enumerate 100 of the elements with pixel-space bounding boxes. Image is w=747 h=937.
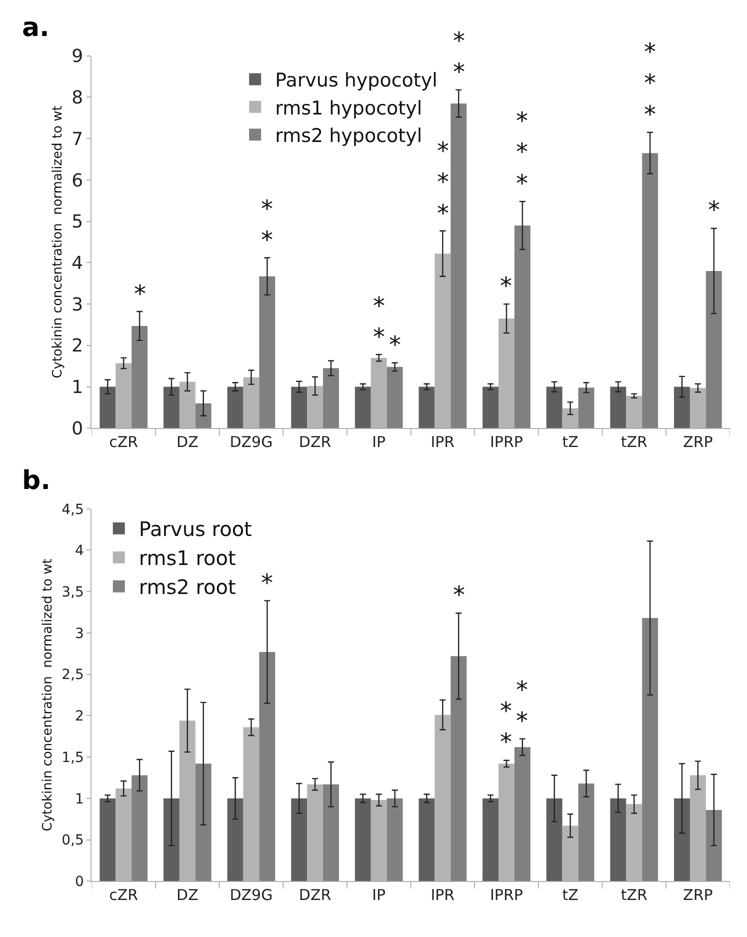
- bar: [418, 798, 435, 882]
- bar: [259, 276, 276, 428]
- x-tick-label: DZ9G: [230, 886, 273, 904]
- bar: [195, 764, 212, 882]
- y-tick-label: 3,5: [62, 584, 84, 600]
- bar: [354, 798, 371, 882]
- x-tick-label: cZR: [109, 886, 138, 904]
- bar: [706, 270, 722, 428]
- bar: [674, 386, 690, 428]
- y-tick-label: 4: [72, 252, 84, 274]
- y-tick-label: 2,5: [62, 667, 84, 684]
- x-tick-label: ZRP: [683, 433, 713, 452]
- bar: [227, 386, 244, 428]
- bar: [706, 810, 722, 882]
- bar: [132, 775, 148, 882]
- y-tick-label: 2: [72, 336, 84, 357]
- bar: [418, 386, 435, 428]
- y-tick-label: 3: [74, 626, 84, 642]
- y-tick-label: 0: [72, 418, 84, 440]
- data-label: *: [708, 196, 720, 224]
- bar: [674, 798, 690, 882]
- y-tick-label: 2: [74, 708, 84, 725]
- bar: [354, 386, 371, 428]
- bar: [100, 386, 116, 428]
- x-tick-label: IPR: [430, 433, 455, 452]
- bar: [132, 326, 148, 428]
- data-label: *: [500, 272, 512, 300]
- y-tick-label: 1,5: [62, 750, 84, 766]
- bar: [642, 153, 658, 428]
- y-tick-label: 0: [74, 874, 84, 890]
- y-tick-label: 3: [72, 294, 84, 316]
- y-tick-label: 1: [74, 791, 84, 808]
- bar: [514, 225, 530, 428]
- legend-label: Parvus hypocotyl: [275, 70, 438, 92]
- x-tick-label: DZ: [176, 886, 198, 904]
- y-tick-label: 0,5: [62, 832, 84, 849]
- x-tick-label: cZR: [109, 433, 138, 452]
- bar: [195, 403, 212, 428]
- bar: [259, 652, 276, 882]
- x-tick-label: IP: [372, 433, 386, 452]
- bar: [578, 388, 594, 428]
- x-tick-label: DZR: [298, 433, 332, 452]
- legend-label: Parvus root: [138, 517, 252, 542]
- x-tick-label: DZ9G: [230, 433, 273, 452]
- bar: [450, 656, 467, 882]
- data-label: * *: [516, 676, 528, 736]
- chart-title: b.: [22, 466, 50, 496]
- bar: [227, 798, 244, 882]
- data-label: * *: [500, 697, 512, 756]
- x-tick-label: IPRP: [490, 886, 523, 904]
- bar: [386, 366, 403, 428]
- x-tick-label: IPRP: [490, 433, 523, 452]
- x-tick-label: tZR: [620, 433, 648, 452]
- x-tick-label: ZRP: [683, 886, 713, 904]
- x-tick-label: tZ: [562, 886, 578, 904]
- bar: [578, 784, 594, 882]
- data-label: *: [389, 331, 401, 359]
- x-tick-label: tZR: [620, 886, 648, 904]
- legend-label: rms1 hypocotyl: [275, 97, 422, 120]
- bar: [291, 798, 308, 882]
- y-tick-label: 8: [72, 88, 84, 109]
- x-tick-label: tZ: [562, 433, 578, 452]
- bar: [386, 798, 403, 882]
- y-axis-title: Cytokinin concentration normalized to wt: [50, 106, 66, 378]
- data-label: * *: [373, 292, 385, 352]
- bar: [323, 784, 339, 882]
- data-label: * *: [453, 27, 465, 86]
- y-tick-label: 4,5: [62, 502, 84, 518]
- bar: [291, 386, 308, 428]
- bar: [163, 386, 180, 428]
- legend-label: rms1 root: [138, 546, 236, 570]
- data-label: * *: [261, 195, 273, 254]
- data-label: * * *: [516, 107, 528, 198]
- bar: [482, 798, 499, 882]
- chart-title: a.: [22, 13, 50, 43]
- data-label: *: [134, 280, 146, 308]
- y-axis-title: Cytokinin concentration normalized to wt: [40, 558, 56, 832]
- y-tick-label: 7: [72, 128, 84, 150]
- bar: [482, 386, 499, 428]
- data-label: *: [453, 581, 465, 609]
- data-label: * * *: [437, 137, 449, 228]
- bar: [546, 798, 562, 882]
- bar: [546, 386, 562, 428]
- bar: [610, 798, 626, 882]
- x-tick-label: IP: [372, 886, 386, 904]
- x-tick-label: DZ: [176, 433, 198, 452]
- data-label: *: [261, 569, 273, 597]
- bar: [163, 798, 180, 882]
- bar: [610, 386, 626, 428]
- y-tick-label: 9: [72, 46, 84, 68]
- x-tick-label: DZR: [298, 886, 332, 904]
- bar: [642, 618, 658, 882]
- data-label: * * *: [644, 38, 656, 128]
- bar: [450, 103, 467, 428]
- y-tick-label: 5: [72, 212, 84, 233]
- y-tick-label: 1: [72, 377, 84, 398]
- bar: [100, 798, 116, 882]
- bar: [514, 747, 530, 882]
- y-tick-label: 4: [74, 543, 84, 560]
- bar: [323, 368, 339, 428]
